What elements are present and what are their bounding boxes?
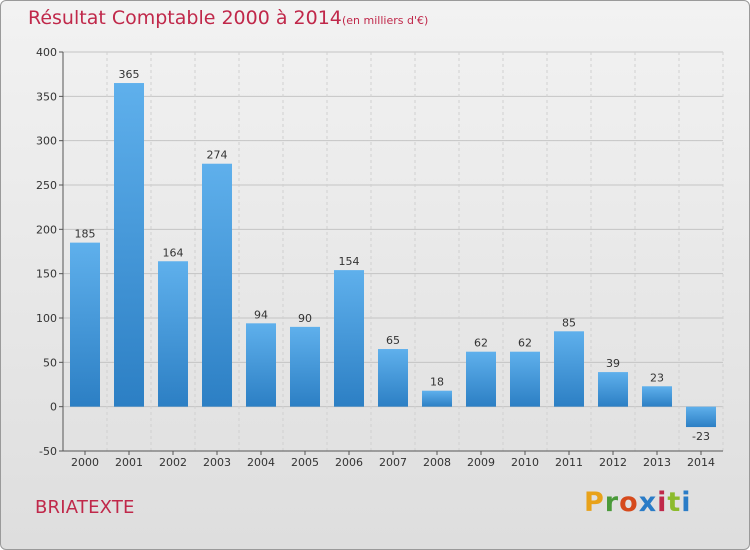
x-tick-label: 2010 (511, 456, 539, 469)
x-tick-label: 2001 (115, 456, 143, 469)
data-label: 154 (339, 255, 360, 268)
bar (202, 163, 232, 407)
x-tick-label: 2003 (203, 456, 231, 469)
x-tick-label: 2012 (599, 456, 627, 469)
data-label: 62 (518, 337, 532, 350)
place-name: BRIATEXTE (35, 497, 135, 518)
data-label: 18 (430, 376, 444, 389)
bar (598, 372, 628, 407)
y-tick-label: 300 (36, 135, 57, 148)
proxiti-logo: Proxiti (584, 487, 692, 518)
y-tick-label: 50 (43, 356, 57, 369)
y-tick-label: 350 (36, 90, 57, 103)
data-label: -23 (692, 430, 710, 443)
data-label: 90 (298, 312, 312, 325)
x-tick-label: 2002 (159, 456, 187, 469)
logo-letter: i (657, 487, 668, 518)
data-label: 23 (650, 371, 664, 384)
y-tick-label: -50 (39, 445, 57, 458)
x-tick-label: 2013 (643, 456, 671, 469)
x-tick-label: 2000 (71, 456, 99, 469)
chart-title: Résultat Comptable 2000 à 2014 (28, 7, 342, 29)
bar (510, 351, 540, 407)
logo-letter: t (667, 487, 682, 518)
x-tick-label: 2006 (335, 456, 363, 469)
bar (642, 386, 672, 407)
logo-letter: i (681, 487, 692, 518)
data-label: 274 (207, 149, 228, 162)
chart-subtitle: (en milliers d'€) (342, 14, 429, 27)
bar (466, 351, 496, 407)
x-tick-label: 2005 (291, 456, 319, 469)
bar (686, 406, 716, 428)
y-tick-label: 200 (36, 223, 57, 236)
bar (70, 242, 100, 407)
bar (554, 331, 584, 407)
data-label: 164 (163, 246, 184, 259)
y-tick-label: 150 (36, 268, 57, 281)
bar (158, 261, 188, 407)
bar (246, 323, 276, 407)
bar (422, 390, 452, 407)
bar (378, 349, 408, 407)
bar (290, 326, 320, 407)
data-label: 65 (386, 334, 400, 347)
x-tick-label: 2008 (423, 456, 451, 469)
x-tick-label: 2011 (555, 456, 583, 469)
data-label: 85 (562, 316, 576, 329)
y-tick-label: 250 (36, 179, 57, 192)
y-tick-label: 0 (50, 401, 57, 414)
logo-letter: P (584, 487, 605, 518)
data-label: 365 (119, 68, 140, 81)
bar (114, 83, 144, 407)
data-label: 94 (254, 308, 268, 321)
logo-letter: r (604, 487, 620, 518)
x-tick-label: 2004 (247, 456, 275, 469)
bar (334, 270, 364, 407)
x-tick-label: 2009 (467, 456, 495, 469)
data-label: 39 (606, 357, 620, 370)
bar-chart: -50 0 50 100 150 200 250 300 350 400 185 2000 365 20… (36, 46, 724, 469)
data-label: 185 (75, 228, 96, 241)
logo-letter: o (619, 487, 639, 518)
y-tick-label: 100 (36, 312, 57, 325)
logo-letter: x (638, 487, 658, 518)
y-tick-label: 400 (36, 46, 57, 59)
x-tick-label: 2007 (379, 456, 407, 469)
x-tick-label: 2014 (687, 456, 715, 469)
data-label: 62 (474, 337, 488, 350)
